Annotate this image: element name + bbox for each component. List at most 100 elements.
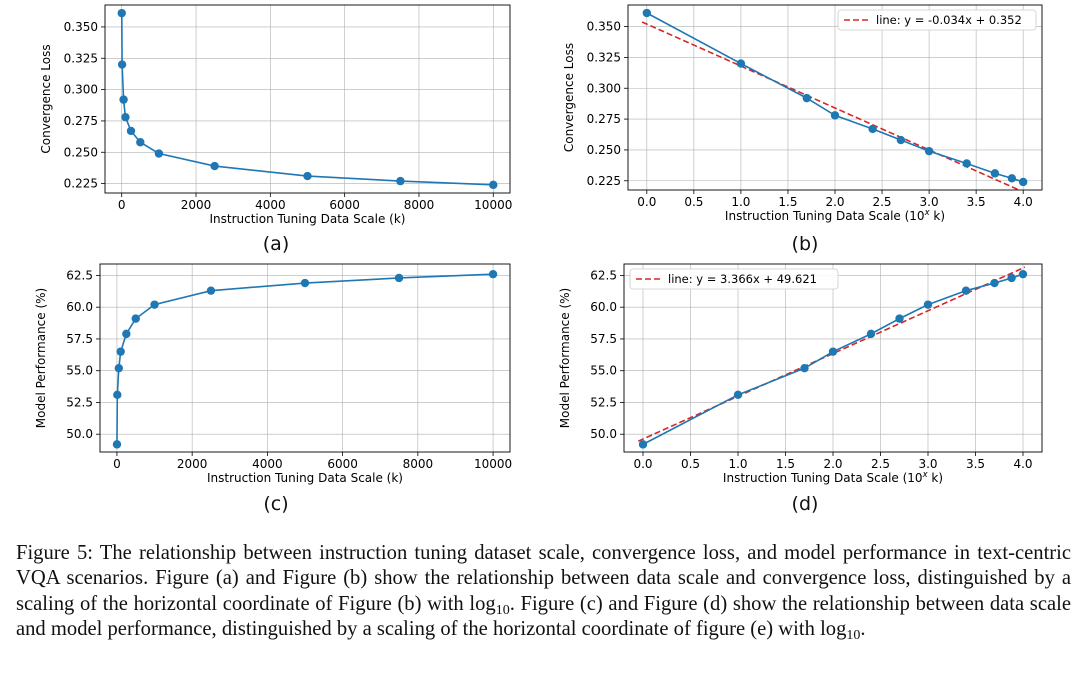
series-line xyxy=(116,273,494,445)
x-tick-label: 2.0 xyxy=(825,195,844,209)
axes-frame xyxy=(623,263,1043,453)
y-tick-label: 0.250 xyxy=(64,145,98,159)
axes-frame xyxy=(627,4,1043,191)
x-tick-label: 2.5 xyxy=(871,457,890,471)
x-axis-label: Instruction Tuning Data Scale (k) xyxy=(207,471,403,485)
subfigure-label: (b) xyxy=(792,233,819,255)
subfigure-label: (c) xyxy=(263,493,288,515)
y-tick-label: 0.350 xyxy=(587,20,621,34)
x-tick-label: 10000 xyxy=(474,198,512,212)
x-tick-label: 0.5 xyxy=(684,195,703,209)
data-point xyxy=(150,300,159,309)
data-point xyxy=(733,390,743,400)
y-axis-label: Convergence Loss xyxy=(39,44,53,153)
data-point xyxy=(303,171,312,181)
caption-log-2: log xyxy=(820,618,847,641)
data-point xyxy=(117,8,126,18)
caption-line-1: The relationship between instruction tun… xyxy=(99,542,836,564)
y-tick-label: 0.325 xyxy=(587,50,621,64)
y-tick-label: 57.5 xyxy=(66,332,93,346)
legend-label: line: y = 3.366x + 49.621 xyxy=(668,272,817,286)
data-point xyxy=(736,59,746,68)
plot-area xyxy=(120,13,494,186)
data-point xyxy=(990,278,999,288)
data-point xyxy=(1018,269,1028,279)
data-point xyxy=(830,111,840,120)
x-tick-label: 2000 xyxy=(181,198,212,212)
data-point xyxy=(1007,273,1016,283)
x-tick-label: 0.0 xyxy=(637,195,656,209)
chart-c: 0 2000 4000 6000 8000 10000 50.0 52.5 55.0 57.5 60… xyxy=(34,263,512,515)
x-tick-label: 1.5 xyxy=(778,195,797,209)
y-tick-label: 62.5 xyxy=(66,268,93,282)
x-tick-label: 6000 xyxy=(329,198,360,212)
x-axis-label: Instruction Tuning Data Scale (k) xyxy=(209,212,405,226)
caption-with: with xyxy=(427,592,464,615)
subfigure-label: (d) xyxy=(792,493,819,515)
data-point xyxy=(828,347,838,356)
y-tick-label: 0.275 xyxy=(587,112,621,126)
x-tick-label: 4.0 xyxy=(1013,457,1032,471)
x-tick-label: 4000 xyxy=(255,198,286,212)
data-point xyxy=(119,95,128,104)
caption-line-5: distinguished by a scaling of the horizo… xyxy=(221,618,815,641)
data-point xyxy=(121,112,130,122)
data-point xyxy=(868,124,877,134)
x-tick-label: 0.0 xyxy=(633,457,652,471)
y-tick-label: 50.0 xyxy=(590,427,617,441)
legend-box xyxy=(629,268,839,290)
y-tick-label: 57.5 xyxy=(590,332,617,346)
data-point xyxy=(1018,177,1028,187)
chart-a: 0 2000 4000 6000 8000 10000 0.225 0.250 0.275 0.3… xyxy=(39,4,512,255)
y-tick-label: 0.325 xyxy=(64,51,98,65)
data-point xyxy=(114,363,124,373)
caption-end: . xyxy=(860,618,866,641)
y-tick-label: 52.5 xyxy=(66,395,93,409)
x-tick-label: 2.5 xyxy=(872,195,891,209)
data-point xyxy=(154,149,164,158)
data-point xyxy=(642,8,652,18)
data-point xyxy=(394,273,404,283)
x-tick-label: 8000 xyxy=(403,457,434,471)
chart-d: 0.0 0.5 1.0 1.5 2.0 2.5 3.0 3.5 4.0 50.0 52.5 55.0 5… xyxy=(558,263,1043,515)
x-tick-label: 3.0 xyxy=(920,195,939,209)
legend-label: line: y = -0.034x + 0.352 xyxy=(876,13,1022,27)
data-point xyxy=(800,363,809,373)
x-tick-label: 3.5 xyxy=(966,457,985,471)
x-tick-label: 3.0 xyxy=(918,457,937,471)
data-point xyxy=(136,138,145,147)
caption-log-base-2: 10 xyxy=(846,628,861,644)
data-point xyxy=(990,169,1000,178)
x-tick-label: 2000 xyxy=(177,457,208,471)
x-tick-label: 1.5 xyxy=(776,457,795,471)
caption-line-3: data scale and convergence loss, disting… xyxy=(16,567,1071,615)
data-point xyxy=(113,390,122,400)
x-tick-label: 6000 xyxy=(327,457,358,471)
caption-log: log xyxy=(469,592,496,615)
axes-frame xyxy=(104,4,511,194)
legend: line: y = -0.034x + 0.352 xyxy=(837,9,1037,31)
x-tick-label: 4.0 xyxy=(1014,195,1033,209)
data-point xyxy=(924,146,934,156)
data-point xyxy=(206,286,216,295)
y-tick-label: 55.0 xyxy=(590,364,617,378)
data-point xyxy=(895,314,904,323)
y-tick-label: 0.225 xyxy=(587,174,621,188)
x-tick-label: 2.0 xyxy=(823,457,842,471)
y-axis-label: Model Performance (%) xyxy=(558,288,572,428)
x-tick-label: 1.0 xyxy=(728,457,747,471)
legend-box xyxy=(837,9,1037,31)
data-point xyxy=(488,269,498,279)
x-tick-label: 4000 xyxy=(252,457,283,471)
y-tick-label: 0.275 xyxy=(64,114,98,128)
y-tick-label: 0.225 xyxy=(64,177,98,191)
fit-line xyxy=(641,21,1021,190)
data-point xyxy=(896,135,906,145)
figure: 0 2000 4000 6000 8000 10000 0.225 0.250 0.275 0.3… xyxy=(34,4,1043,515)
y-tick-label: 0.300 xyxy=(587,81,621,95)
y-tick-label: 60.0 xyxy=(66,300,93,314)
data-point xyxy=(131,314,140,323)
data-point xyxy=(638,440,648,449)
data-point xyxy=(117,60,127,69)
y-tick-label: 60.0 xyxy=(590,300,617,314)
